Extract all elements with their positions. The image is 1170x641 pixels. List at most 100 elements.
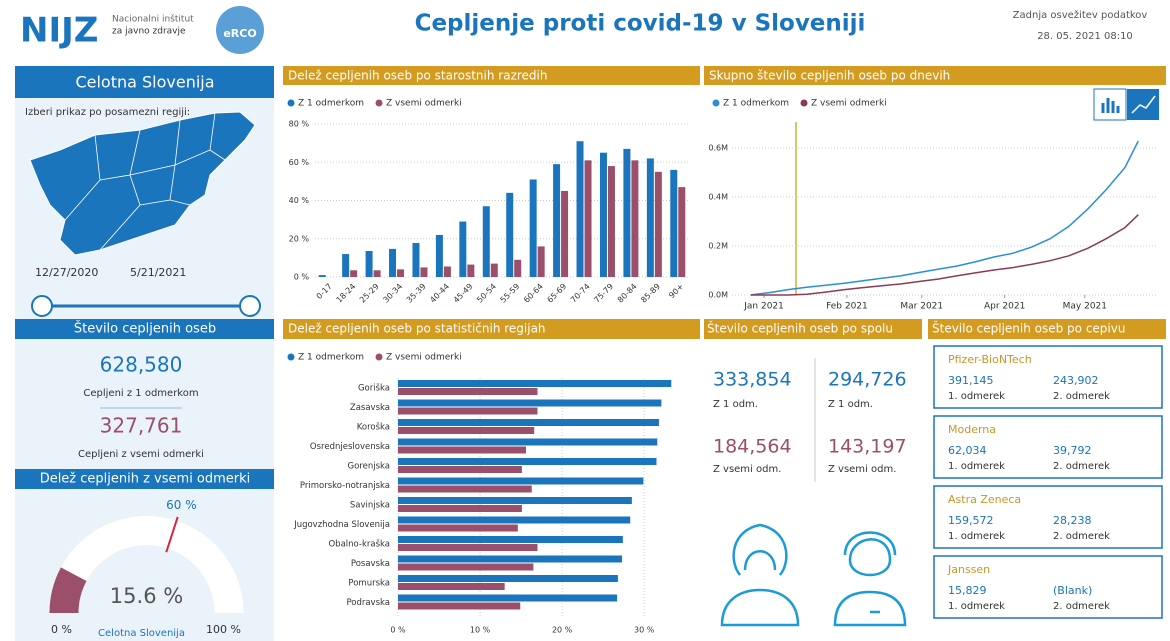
bar (623, 148, 631, 277)
y-tick-label: 0.4M (708, 193, 728, 202)
y-tick-label: Podravska (346, 598, 390, 608)
y-tick-label: Zasavska (350, 403, 390, 413)
y-tick-label: Gorenjska (348, 462, 390, 472)
y-tick-label: 0.0M (708, 291, 728, 300)
gender-label: Z 1 odm. (713, 399, 758, 410)
x-tick-label: 18-24 (335, 282, 358, 305)
dose-value: 15,829 (948, 584, 987, 597)
bar (398, 380, 672, 387)
dose-label: 2. odmerek (1053, 601, 1110, 612)
bar (398, 458, 657, 465)
y-tick-label: Posavska (351, 559, 390, 569)
bar (398, 438, 658, 446)
bar (670, 169, 678, 277)
map[interactable] (29, 111, 256, 256)
bar (398, 544, 538, 551)
bar (398, 555, 623, 563)
bar (398, 399, 662, 407)
dose-label: 1. odmerek (948, 461, 1005, 472)
legend-swatch (375, 99, 383, 107)
panel-header (283, 66, 700, 85)
x-tick-label: 35-39 (405, 282, 428, 305)
line (750, 140, 1139, 296)
legend-label: Z vsemi odmerki (386, 353, 462, 363)
panel-title: Število cepljenih oseb po cepivu (932, 321, 1125, 336)
slider-handle[interactable] (31, 295, 53, 317)
panel-title: Število cepljenih oseb (74, 321, 216, 337)
dose-label: 2. odmerek (1053, 531, 1110, 542)
bar (398, 516, 631, 524)
panel-header (704, 66, 1166, 85)
bar (398, 407, 538, 415)
line-view-button[interactable] (1127, 89, 1159, 120)
bar (631, 160, 639, 277)
bar (561, 190, 569, 277)
bar (398, 497, 632, 504)
dose-value: 39,792 (1053, 444, 1092, 457)
bar (398, 388, 538, 395)
x-tick-label: 0-17 (315, 282, 334, 301)
bar (318, 275, 326, 277)
dose-value: 28,238 (1053, 514, 1092, 527)
bar (398, 594, 618, 602)
bar (398, 446, 527, 454)
bar (420, 267, 428, 277)
legend-swatch (287, 99, 295, 107)
bar (350, 270, 358, 277)
legend-swatch (287, 353, 295, 361)
x-tick-label: 0 % (390, 626, 406, 635)
target-label: 60 % (166, 498, 197, 512)
bar (607, 166, 615, 277)
bar (398, 466, 522, 473)
x-tick-label: 10 % (470, 626, 491, 635)
dose-label: 2. odmerek (1053, 461, 1110, 472)
count-label: Cepljeni z vsemi odmerki (78, 449, 204, 460)
gauge-target (165, 516, 179, 553)
panel-header (15, 319, 274, 339)
x-tick-label: 90+ (667, 282, 685, 300)
slider-handle[interactable] (239, 295, 261, 317)
bar (412, 242, 420, 277)
prompt: Izberi prikaz po posamezni regiji: (25, 107, 190, 118)
refresh-date: 28. 05. 2021 08:10 (1037, 31, 1133, 42)
gauge-max: 100 % (206, 623, 241, 636)
institute-line: za javno zdravje (112, 27, 186, 37)
bar (398, 477, 644, 485)
x-tick-label: 80-84 (616, 282, 639, 305)
vaccine-name: Pfizer-BioNTech (948, 353, 1032, 366)
gauge-min: 0 % (51, 623, 72, 636)
bar (576, 141, 584, 277)
bar (398, 563, 534, 571)
date-from: 12/27/2020 (35, 266, 98, 279)
x-tick-label: 20 % (552, 626, 573, 635)
institute-line: Nacionalni inštitut (112, 14, 194, 25)
vaccine-name: Moderna (948, 423, 996, 436)
legend-label: Z 1 odmerkom (723, 99, 789, 109)
x-tick-label: 70-74 (569, 282, 592, 305)
bar (529, 179, 537, 277)
dose-value: (Blank) (1053, 584, 1092, 597)
count-value: 327,761 (100, 414, 183, 438)
y-tick-label: 0.6M (708, 144, 728, 153)
bar (435, 234, 443, 277)
x-tick-label: Apr 2021 (984, 302, 1025, 312)
bar (398, 524, 518, 532)
y-tick-label: 0 % (294, 273, 310, 282)
region-borders (64, 112, 226, 251)
bar (398, 505, 522, 512)
vaccine-cards: Pfizer-BioNTech 391,145 243,902 1. odmerek 2… (933, 345, 1163, 619)
vaccine-card (933, 415, 1163, 479)
bar (373, 270, 381, 277)
bar (342, 254, 350, 277)
gender-value: 184,564 (713, 436, 792, 458)
vaccine-card (933, 345, 1163, 409)
gauge-value-label: 15.6 % (110, 584, 183, 608)
gender-value: 143,197 (828, 436, 907, 458)
x-tick-label: 30 % (634, 626, 655, 635)
dose-label: 1. odmerek (948, 601, 1005, 612)
bar (482, 206, 490, 277)
bar (398, 427, 535, 434)
panel-header (928, 319, 1166, 339)
x-tick-label: 60-64 (522, 282, 545, 305)
bar-view-button[interactable] (1093, 88, 1127, 121)
